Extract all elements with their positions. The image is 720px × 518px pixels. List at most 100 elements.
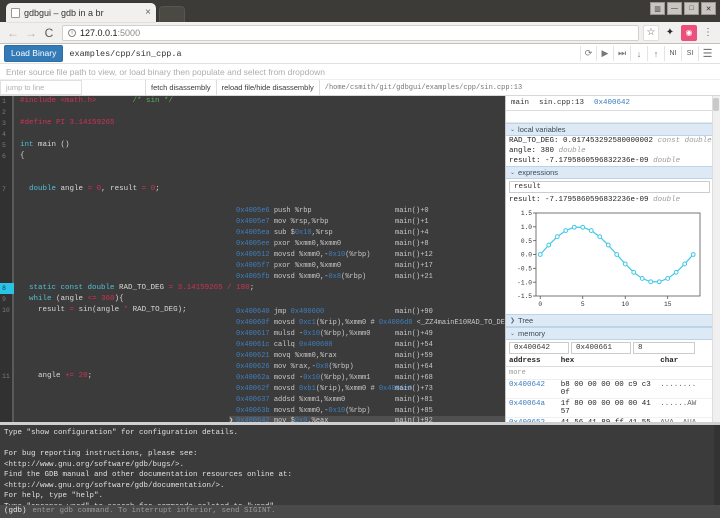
memory-bytes-per-line-input[interactable]: 8 — [633, 342, 695, 354]
browser-menu-icon[interactable]: ⋮ — [703, 27, 713, 38]
source-line[interactable]: 7 double angle = 0, result = 0; — [0, 184, 505, 195]
line-number[interactable]: 6 — [2, 153, 6, 160]
disassembly-row[interactable]: 0x400512 movsd %xmm0,-0x10(%rbp) — [229, 250, 370, 261]
source-path-placeholder[interactable]: Enter source file path to view, or load … — [0, 64, 720, 80]
source-line[interactable]: 6{ — [0, 151, 505, 162]
menu-button[interactable]: ☰ — [702, 48, 713, 60]
line-number[interactable] — [0, 195, 14, 206]
disassembly-address[interactable]: 0x4005e6 — [236, 207, 274, 215]
disassembly-address[interactable]: 0x400637 — [236, 396, 274, 404]
memory-row-address[interactable]: 0x40064a — [509, 400, 546, 408]
source-line[interactable]: 5 int main () — [0, 140, 505, 151]
step-out-button[interactable]: ↑ — [648, 46, 665, 61]
line-number[interactable]: 3 — [2, 120, 6, 127]
local-var-row[interactable]: result: -7.1795860596832236e-09 double — [506, 156, 713, 166]
table-row[interactable]: 0x400642 b8 00 00 00 00 c9 c3 0f .......… — [506, 380, 713, 399]
disassembly-address[interactable]: 0x4005ee — [236, 240, 274, 248]
disassembly-address[interactable]: 0x400621 — [236, 352, 274, 360]
line-number[interactable] — [0, 404, 14, 415]
disassembly-address[interactable]: 0x400642 — [236, 417, 274, 422]
local-var-row[interactable]: RAD_TO_DEG: 0.017453292580000002 const d… — [506, 136, 713, 146]
back-icon[interactable]: ← — [7, 25, 19, 40]
expressions-header[interactable]: ⌄ expressions — [506, 166, 713, 179]
disassembly-address[interactable]: 0x4005e7 — [236, 218, 274, 226]
line-number[interactable]: 2 — [2, 109, 6, 116]
line-number[interactable] — [0, 206, 14, 217]
browser-tab-gdbgui[interactable]: gdbgui – gdb in a br × — [6, 3, 156, 22]
expression-plot[interactable]: -1.5 -1.0 -0.5 0.0 0.5 1.0 1.5 0 5 10 15 — [506, 205, 713, 314]
disassembly-row[interactable]: 0x4005fb movsd %xmm0,-0x8(%rbp) — [229, 272, 366, 283]
disassembly-row[interactable]: 0x400617 mulsd -0x10(%rbp),%xmm0 — [229, 329, 370, 340]
disassembly-address[interactable]: 0x40061c — [236, 341, 274, 349]
disassembly-address[interactable]: 0x4005ea — [236, 229, 274, 237]
line-number[interactable] — [0, 239, 14, 250]
line-number[interactable]: 8 — [0, 283, 14, 294]
reload-icon[interactable]: C — [44, 25, 54, 40]
window-close-button[interactable]: ✕ — [701, 2, 716, 15]
disassembly-address[interactable]: 0x400512 — [236, 251, 274, 259]
line-number[interactable] — [0, 162, 14, 173]
disassembly-row[interactable]: ❯ 0x400642 mov $0x0,%eax — [229, 416, 505, 422]
disassembly-address[interactable]: 0x4005f7 — [236, 262, 274, 270]
extension-pink-icon[interactable]: ◉ — [681, 24, 697, 41]
binary-path-input[interactable]: examples/cpp/sin_cpp.a — [69, 48, 182, 59]
disassembly-address[interactable]: 0x40063b — [236, 407, 274, 415]
frame-address[interactable]: 0x400642 — [594, 99, 631, 107]
local-variables-header[interactable]: ⌄ local variables — [506, 123, 713, 136]
site-info-icon[interactable]: i — [68, 28, 76, 37]
window-extra-button[interactable]: ▥ — [650, 2, 665, 15]
disassembly-row[interactable]: 0x400626 mov %rax,-0x8(%rbp) — [229, 362, 354, 373]
line-number[interactable] — [0, 360, 14, 371]
source-code-pane[interactable]: 1 #include <math.h> /* sin */ 2 3 #define PI… — [0, 96, 505, 422]
line-number[interactable]: 7 — [2, 186, 6, 193]
disassembly-address[interactable]: 0x40060f — [236, 319, 274, 327]
disassembly-row[interactable]: 0x4005e7 mov %rsp,%rbp — [229, 217, 328, 228]
line-number[interactable]: 9 — [2, 296, 6, 303]
gdb-command-row[interactable]: (gdb) enter gdb command. To interrupt in… — [0, 505, 720, 518]
right-sidebar-scrollbar[interactable] — [712, 96, 720, 422]
next-instruction-button[interactable]: NI — [665, 46, 682, 61]
forward-icon[interactable]: → — [25, 25, 37, 40]
line-number[interactable]: 1 — [2, 98, 6, 105]
disassembly-row[interactable]: 0x4005e6 push %rbp — [229, 206, 312, 217]
line-number[interactable] — [0, 382, 14, 393]
memory-row-address[interactable]: 0x400642 — [509, 381, 546, 389]
source-line[interactable] — [0, 162, 505, 173]
memory-start-address-input[interactable]: 0x400642 — [509, 342, 569, 354]
close-tab-icon[interactable]: × — [145, 7, 151, 18]
line-number[interactable]: 10 — [2, 307, 10, 314]
disassembly-row[interactable]: 0x400640 jmp 0x400600 — [229, 307, 328, 318]
line-number[interactable] — [0, 173, 14, 184]
table-row[interactable]: 0x400652 41 56 41 89 ff 41 55 41 AVA..AU… — [506, 418, 713, 422]
stack-frame-row[interactable]: main sin.cpp:13 0x400642 — [506, 96, 713, 111]
tree-header[interactable]: ❯ Tree — [506, 314, 713, 327]
disassembly-row[interactable]: 0x4005f7 pxor %xmm0,%xmm0 — [229, 261, 341, 272]
disassembly-row[interactable]: 0x400637 addsd %xmm1,%xmm0 — [229, 395, 345, 406]
restart-button[interactable]: ⟳ — [580, 46, 597, 61]
reload-hide-disassembly-button[interactable]: reload file/hide disassembly — [216, 80, 320, 95]
console-scrollbar[interactable] — [714, 425, 720, 518]
disassembly-address[interactable]: 0x4005fb — [236, 273, 274, 281]
extension-dark-icon[interactable]: ✦ — [665, 27, 675, 38]
memory-end-address-input[interactable]: 0x400661 — [571, 342, 631, 354]
source-line[interactable]: 1 #include <math.h> /* sin */ — [0, 96, 505, 107]
source-line[interactable]: 10 result = sin(angle * RAD_TO_DEG); — [0, 305, 505, 316]
memory-row-address[interactable]: 0x400652 — [509, 419, 561, 422]
gdb-command-input[interactable]: enter gdb command. To interrupt inferior… — [32, 507, 276, 516]
line-number[interactable] — [0, 415, 14, 422]
line-number[interactable] — [0, 393, 14, 404]
bookmark-star-icon[interactable]: ☆ — [643, 24, 659, 41]
source-line[interactable]: 3 #define PI 3.14159265 — [0, 118, 505, 129]
window-maximize-button[interactable]: □ — [684, 2, 699, 15]
table-row[interactable]: 0x40064a 1f 80 00 00 00 00 41 57 ......A… — [506, 399, 713, 418]
disassembly-row[interactable]: 0x4005ea sub $0x10,%rsp — [229, 228, 333, 239]
continue-button[interactable]: ▶ — [597, 46, 614, 61]
disassembly-address[interactable]: 0x400617 — [236, 330, 274, 338]
scrollbar-thumb[interactable] — [713, 98, 719, 111]
new-tab-button[interactable] — [159, 6, 185, 22]
line-number[interactable] — [0, 338, 14, 349]
line-number[interactable] — [0, 228, 14, 239]
fetch-disassembly-button[interactable]: fetch disassembly — [145, 80, 217, 95]
line-number[interactable]: 5 — [2, 142, 6, 149]
line-number[interactable] — [0, 250, 14, 261]
